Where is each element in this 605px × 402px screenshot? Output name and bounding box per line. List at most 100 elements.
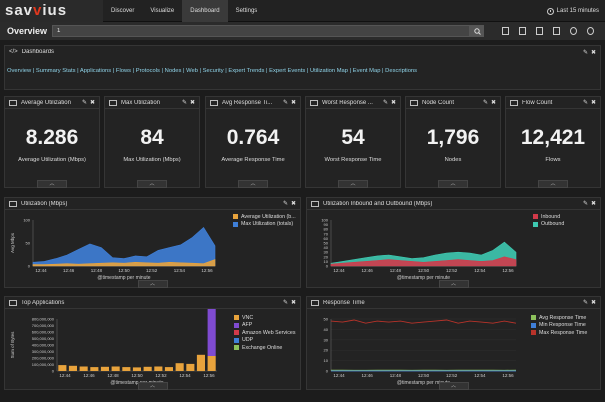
collapse-button[interactable]: ︿	[338, 180, 368, 188]
close-icon[interactable]: ✖	[390, 100, 396, 106]
legend-item[interactable]: Inbound	[533, 213, 599, 221]
chart-icon	[311, 200, 319, 207]
legend-item[interactable]: Avg Response Time	[531, 314, 601, 322]
y-tick-label: 0	[326, 369, 329, 374]
collapse-button[interactable]: ︿	[238, 180, 268, 188]
y-tick-label: 400,000,000	[32, 343, 55, 348]
search-button[interactable]	[470, 25, 484, 37]
collapse-button[interactable]: ︿	[438, 280, 469, 288]
x-tick-label: 12:54	[179, 373, 191, 378]
dashboard-links[interactable]: Overview | Summary Stats | Applications …	[7, 68, 418, 74]
y-tick-label: 500,000,000	[32, 336, 55, 341]
legend-swatch	[233, 214, 238, 220]
logo[interactable]: sav v ius	[0, 0, 103, 22]
top-applications-panel: Top Applications ✎ ✖ 0 100,000,000 200,000…	[4, 296, 301, 390]
share-icon[interactable]	[553, 27, 560, 35]
collapse-button[interactable]: ︿	[137, 180, 167, 188]
metric-label: Max Utilization (Mbps)	[123, 157, 181, 163]
legend-item[interactable]: Max Utilization (totals)	[233, 221, 297, 229]
bar	[175, 363, 184, 371]
y-tick-label: 100,000,000	[32, 362, 55, 367]
legend-item[interactable]: UDP	[234, 337, 298, 345]
close-icon[interactable]: ✖	[290, 201, 296, 207]
nav-visualize[interactable]: Visualize	[150, 7, 175, 14]
metric-panel: Worst Response ... ✎ ✖ 54 Worst Response Tim…	[305, 96, 401, 188]
metric-label: Nodes	[444, 157, 462, 163]
query-bar: Overview	[0, 22, 605, 40]
close-icon[interactable]: ✖	[590, 300, 596, 306]
metric-header: Avg Response Ti... ✎ ✖	[206, 97, 300, 109]
close-icon[interactable]: ✖	[590, 201, 596, 207]
legend-item[interactable]: Exchange Online	[234, 344, 298, 352]
edit-icon[interactable]: ✎	[181, 100, 187, 106]
legend-item[interactable]: Max Response Time	[531, 329, 601, 337]
chart-legend: Avg Response Time Min Response Time Max Re…	[531, 314, 601, 337]
new-dashboard-icon[interactable]	[502, 27, 509, 35]
x-tick-label: 12:50	[418, 268, 430, 273]
collapse-button[interactable]: ︿	[438, 382, 469, 390]
bar	[100, 366, 109, 371]
edit-icon[interactable]: ✎	[582, 49, 588, 56]
collapse-button[interactable]: ︿	[438, 180, 468, 188]
edit-icon[interactable]: ✎	[282, 201, 288, 207]
y-tick-label: 70	[324, 231, 329, 236]
legend-label: Outbound	[541, 221, 565, 228]
metric-label: Worst Response Time	[324, 157, 382, 163]
legend-label: AFP	[242, 322, 253, 329]
legend-label: Amazon Web Services	[242, 329, 296, 336]
y-tick-label: 100	[23, 218, 30, 223]
collapse-button[interactable]: ︿	[37, 180, 67, 188]
edit-icon[interactable]: ✎	[582, 100, 588, 106]
close-icon[interactable]: ✖	[590, 100, 596, 106]
add-panel-icon[interactable]	[570, 27, 577, 35]
edit-icon[interactable]: ✎	[282, 100, 288, 106]
edit-icon[interactable]: ✎	[282, 300, 288, 306]
y-tick-label: 60	[324, 236, 329, 241]
legend-item[interactable]: Min Response Time	[531, 322, 601, 330]
edit-icon[interactable]: ✎	[482, 100, 488, 106]
close-icon[interactable]: ✖	[590, 49, 596, 56]
edit-icon[interactable]: ✎	[382, 100, 388, 106]
metric-icon	[9, 99, 17, 106]
close-icon[interactable]: ✖	[89, 100, 95, 106]
close-icon[interactable]: ✖	[490, 100, 496, 106]
collapse-button[interactable]: ︿	[538, 180, 568, 188]
open-dashboard-icon[interactable]	[519, 27, 526, 35]
inbound-outbound-header: Utilization Inbound and Outbound (Mbps) …	[307, 198, 600, 210]
edit-icon[interactable]: ✎	[81, 100, 87, 106]
close-icon[interactable]: ✖	[290, 300, 296, 306]
y-tick-label: 10	[324, 259, 329, 264]
metric-value: 84	[140, 126, 164, 149]
collapse-button[interactable]: ︿	[137, 280, 168, 288]
dashboards-panel: </> Dashboards ✎ ✖	[4, 45, 601, 90]
nav-dashboard[interactable]: Dashboard	[182, 0, 228, 22]
close-icon[interactable]: ✖	[189, 100, 195, 106]
time-picker[interactable]: Last 15 minutes	[546, 0, 599, 22]
edit-icon[interactable]: ✎	[582, 300, 588, 306]
gear-icon[interactable]	[587, 27, 594, 35]
x-tick-label: 12:48	[390, 373, 402, 378]
x-axis-label: @timestamp per minute	[397, 380, 450, 386]
nav-settings[interactable]: Settings	[235, 7, 258, 14]
legend-item[interactable]: Average Utilization (b...	[233, 213, 297, 221]
edit-icon[interactable]: ✎	[582, 201, 588, 207]
x-tick-label: 12:52	[146, 268, 158, 273]
y-tick-label: 50	[324, 241, 329, 246]
utilization-title: Utilization (Mbps)	[21, 200, 68, 207]
x-tick-label: 12:50	[118, 268, 130, 273]
legend-label: Max Response Time	[539, 329, 588, 336]
legend-item[interactable]: Outbound	[533, 221, 599, 229]
search-input[interactable]	[52, 25, 470, 37]
collapse-button[interactable]: ︿	[137, 382, 168, 390]
bar	[122, 367, 131, 371]
legend-item[interactable]: Amazon Web Services	[234, 329, 298, 337]
legend-item[interactable]: AFP	[234, 322, 298, 330]
logo-left: sav	[5, 2, 34, 19]
save-dashboard-icon[interactable]	[536, 27, 543, 35]
response-time-title: Response Time	[323, 299, 365, 306]
close-icon[interactable]: ✖	[290, 100, 296, 106]
bar	[154, 366, 163, 371]
legend-item[interactable]: VNC	[234, 314, 298, 322]
nav-discover[interactable]: Discover	[111, 7, 135, 14]
legend-label: Avg Response Time	[539, 314, 587, 321]
